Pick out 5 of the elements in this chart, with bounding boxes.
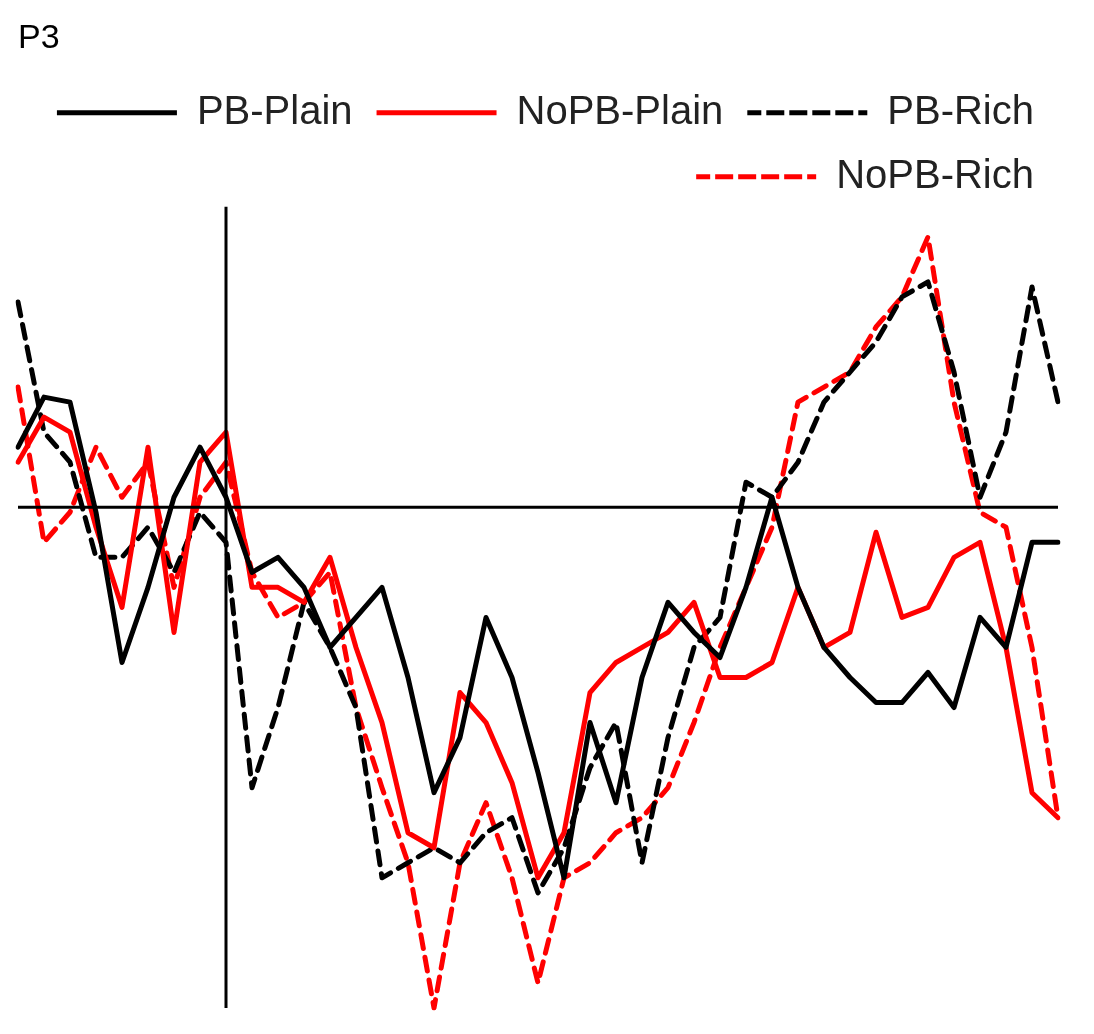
legend-label: NoPB-Plain bbox=[516, 87, 724, 132]
legend-label: PB-Plain bbox=[196, 87, 353, 132]
chart-title: P3 bbox=[18, 16, 60, 55]
legend-label: NoPB-Rich bbox=[836, 151, 1035, 196]
legend-label: PB-Rich bbox=[887, 87, 1034, 132]
